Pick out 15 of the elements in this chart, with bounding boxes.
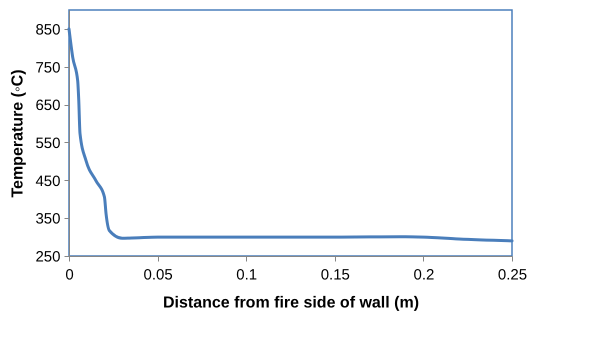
y-axis-title: Temperature (◦C) (9, 69, 26, 198)
y-tick-label: 450 (35, 172, 60, 190)
y-tick-label: 750 (35, 59, 60, 76)
y-tick-label: 250 (35, 248, 60, 266)
y-tick-label: 550 (35, 134, 60, 152)
x-tick-label: 0 (65, 266, 74, 284)
x-tick-label: 0.25 (498, 266, 528, 284)
x-tick-label: 0.05 (144, 266, 173, 284)
x-tick-label: 0.15 (320, 266, 350, 284)
y-tick-label: 850 (35, 21, 60, 38)
x-tick-label: 0.2 (413, 266, 434, 284)
y-tick-label: 650 (35, 97, 60, 114)
x-axis-title: Distance from fire side of wall (m) (162, 294, 420, 312)
y-tick-label: 350 (35, 210, 60, 228)
x-tick-label: 0.1 (236, 266, 258, 284)
